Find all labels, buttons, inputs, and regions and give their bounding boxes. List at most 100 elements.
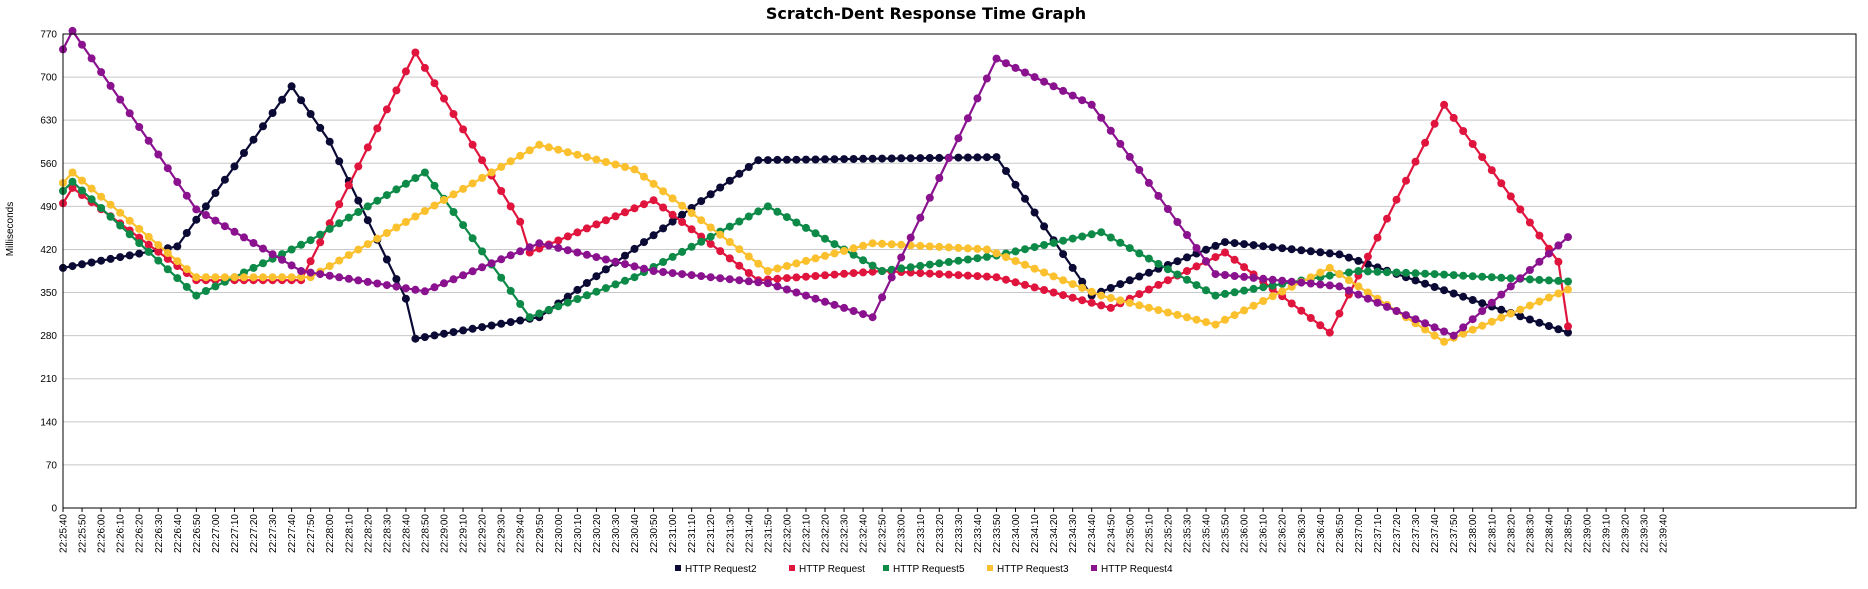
data-point	[782, 285, 791, 294]
data-point	[68, 168, 77, 177]
data-point	[992, 153, 1001, 162]
data-point	[1564, 322, 1572, 331]
data-point	[716, 183, 725, 192]
data-point	[1268, 243, 1277, 252]
data-point	[211, 273, 220, 282]
data-point	[640, 238, 648, 247]
data-point	[78, 186, 86, 195]
data-point	[592, 220, 601, 229]
data-point	[220, 222, 229, 231]
data-point	[1344, 253, 1353, 262]
x-tick-label: 22:32:40	[859, 514, 870, 553]
data-point	[306, 236, 315, 245]
data-point	[278, 273, 287, 282]
data-point	[459, 125, 468, 134]
data-point	[297, 273, 306, 282]
data-point	[497, 187, 506, 195]
data-point	[554, 243, 563, 252]
x-tick-label: 22:33:50	[992, 514, 1003, 553]
data-point	[1344, 276, 1353, 285]
data-point	[649, 267, 658, 275]
data-point	[1354, 256, 1363, 265]
data-point	[1363, 267, 1372, 276]
data-point	[1068, 263, 1077, 272]
data-point	[1306, 279, 1315, 288]
data-point	[211, 282, 220, 291]
x-tick-label: 22:36:30	[1297, 514, 1308, 553]
data-point	[1449, 289, 1458, 298]
data-point	[525, 243, 534, 252]
x-tick-label: 22:39:20	[1621, 514, 1632, 553]
data-point	[944, 243, 953, 252]
plot-frame	[62, 33, 1857, 509]
data-point	[1392, 195, 1401, 204]
data-point	[821, 155, 829, 164]
data-point	[1268, 292, 1277, 301]
data-point	[182, 265, 191, 274]
data-point	[430, 181, 439, 190]
data-point	[878, 239, 887, 248]
data-point	[573, 228, 582, 237]
data-point	[649, 196, 658, 205]
data-point	[220, 273, 229, 282]
data-point	[735, 217, 744, 226]
data-point	[1554, 257, 1563, 266]
data-point	[1183, 313, 1191, 322]
data-point	[935, 242, 944, 251]
data-point	[354, 245, 363, 254]
data-point	[935, 174, 944, 182]
data-point	[744, 252, 753, 261]
data-point	[287, 245, 296, 254]
data-point	[925, 260, 934, 269]
data-point	[116, 221, 125, 230]
data-point	[630, 204, 639, 213]
data-point	[859, 241, 868, 250]
data-point	[716, 274, 725, 283]
data-point	[1325, 281, 1334, 290]
x-tick-label: 22:39:10	[1602, 514, 1613, 553]
x-tick-label: 22:26:00	[97, 514, 108, 553]
data-point	[1059, 86, 1068, 95]
data-point	[1173, 218, 1182, 226]
data-point	[363, 202, 372, 211]
data-point	[1506, 274, 1515, 283]
x-tick-label: 22:38:20	[1506, 514, 1517, 553]
data-point	[859, 310, 868, 319]
data-point	[792, 155, 801, 164]
x-tick-label: 22:29:10	[459, 514, 470, 553]
data-point	[763, 156, 772, 165]
data-point	[1287, 299, 1296, 308]
data-point	[1335, 270, 1344, 279]
data-point	[897, 240, 906, 249]
data-point	[230, 162, 239, 171]
data-point	[878, 293, 887, 302]
data-point	[1440, 327, 1449, 336]
data-point	[154, 150, 163, 159]
y-tick-label: 420	[40, 245, 57, 256]
x-tick-label: 22:26:50	[192, 514, 203, 553]
data-point	[373, 124, 382, 133]
data-point	[163, 254, 172, 263]
data-point	[1325, 263, 1334, 272]
x-tick-label: 22:35:10	[1144, 514, 1155, 553]
data-point	[563, 298, 572, 307]
data-point	[420, 287, 429, 296]
data-point	[821, 271, 829, 280]
data-point	[154, 256, 163, 265]
data-point	[1221, 248, 1229, 257]
data-point	[1097, 228, 1106, 237]
data-point	[1516, 274, 1525, 283]
data-point	[811, 229, 820, 238]
data-point	[97, 192, 106, 201]
data-point	[440, 196, 448, 204]
x-tick-label: 22:37:30	[1411, 514, 1422, 553]
x-tick-label: 22:26:40	[173, 514, 184, 553]
data-point	[1240, 272, 1249, 281]
data-point	[506, 202, 515, 211]
data-point	[306, 268, 315, 277]
x-tick-label: 22:34:00	[1011, 514, 1022, 553]
data-point	[97, 68, 106, 77]
data-point	[1468, 140, 1477, 148]
legend-item: HTTP Request4	[1091, 564, 1173, 575]
legend-label: HTTP Request	[799, 564, 865, 575]
